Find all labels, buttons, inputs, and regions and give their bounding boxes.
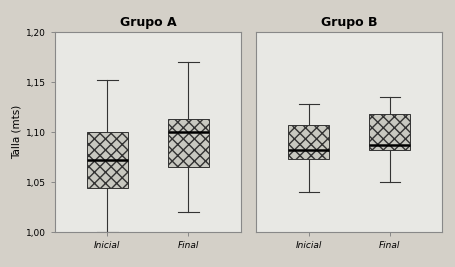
Title: Grupo B: Grupo B (320, 17, 377, 29)
PathPatch shape (87, 132, 127, 188)
PathPatch shape (369, 114, 409, 150)
Title: Grupo A: Grupo A (119, 17, 176, 29)
Y-axis label: Talla (mts): Talla (mts) (11, 105, 21, 159)
PathPatch shape (168, 119, 208, 167)
PathPatch shape (288, 125, 328, 159)
